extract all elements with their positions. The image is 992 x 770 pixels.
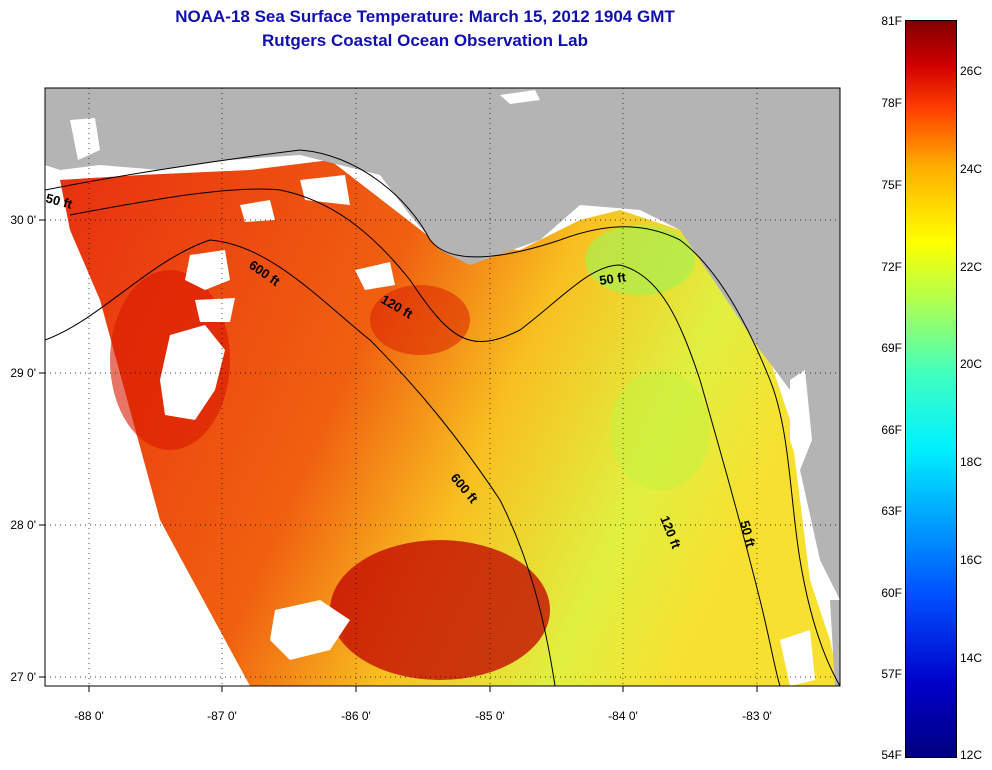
cloud [780, 630, 815, 686]
contour-label: 50 ft [44, 190, 74, 212]
colorbar-fahrenheit-label: 60F [881, 586, 902, 600]
cloud [500, 90, 540, 104]
colorbar-fahrenheit-label: 63F [881, 504, 902, 518]
cloud [790, 370, 812, 470]
latitude-tick: 29 0' [10, 366, 36, 380]
title-line-2: Rutgers Coastal Ocean Observation Lab [262, 31, 588, 50]
longitude-tick: -88 0' [74, 709, 104, 723]
land-mass-south [830, 600, 840, 686]
colorbar-celsius-label: 24C [960, 162, 983, 176]
warm-region-center [370, 285, 470, 355]
color-scale-bar [905, 20, 957, 758]
contour-label: 50 ft [737, 519, 759, 549]
contour-120ft [69, 188, 781, 686]
colorbar-fahrenheit-label: 81F [881, 14, 902, 28]
contour-label: 50 ft [598, 269, 627, 288]
colorbar-celsius-label: 16C [960, 553, 983, 567]
cloud [70, 118, 100, 160]
colorbar-fahrenheit-label: 75F [881, 178, 902, 192]
latitude-tick: 27 0' [10, 670, 36, 684]
longitude-tick: -85 0' [475, 709, 505, 723]
colorbar-celsius-label: 20C [960, 357, 983, 371]
cloud [270, 600, 350, 660]
longitude-tick: -87 0' [207, 709, 237, 723]
colorbar-fahrenheit-label: 78F [881, 96, 902, 110]
colorbar-celsius-label: 18C [960, 455, 983, 469]
contour-600ft [45, 239, 556, 686]
colorbar-fahrenheit-label: 66F [881, 423, 902, 437]
cloud [355, 262, 395, 290]
cloud [185, 250, 230, 290]
cloud [160, 325, 225, 420]
map-frame [44, 87, 841, 687]
land-mass [45, 88, 840, 600]
latitude-tick: 30 0' [10, 213, 36, 227]
cool-region-east [610, 370, 710, 490]
cloud [240, 200, 275, 222]
cool-region [585, 225, 695, 295]
colorbar-fahrenheit-label: 69F [881, 341, 902, 355]
colorbar-fahrenheit-label: 54F [881, 748, 902, 762]
colorbar-celsius-label: 22C [960, 260, 983, 274]
title-line-1: NOAA-18 Sea Surface Temperature: March 1… [175, 7, 675, 26]
warm-region-south [330, 540, 550, 680]
longitude-tick: -86 0' [341, 709, 371, 723]
colorbar-celsius-label: 26C [960, 64, 983, 78]
cloud [195, 298, 235, 322]
colorbar-celsius-label: 14C [960, 651, 983, 665]
latitude-tick: 28 0' [10, 518, 36, 532]
cloud [300, 175, 350, 205]
colorbar-fahrenheit-label: 57F [881, 667, 902, 681]
map-title: NOAA-18 Sea Surface Temperature: March 1… [0, 5, 850, 53]
colorbar-celsius-label: 12C [960, 748, 983, 762]
colorbar-fahrenheit-label: 72F [881, 260, 902, 274]
tick-marks [39, 219, 758, 692]
longitude-tick: -84 0' [608, 709, 638, 723]
contour-50ft-north [45, 149, 840, 686]
longitude-tick: -83 0' [742, 709, 772, 723]
